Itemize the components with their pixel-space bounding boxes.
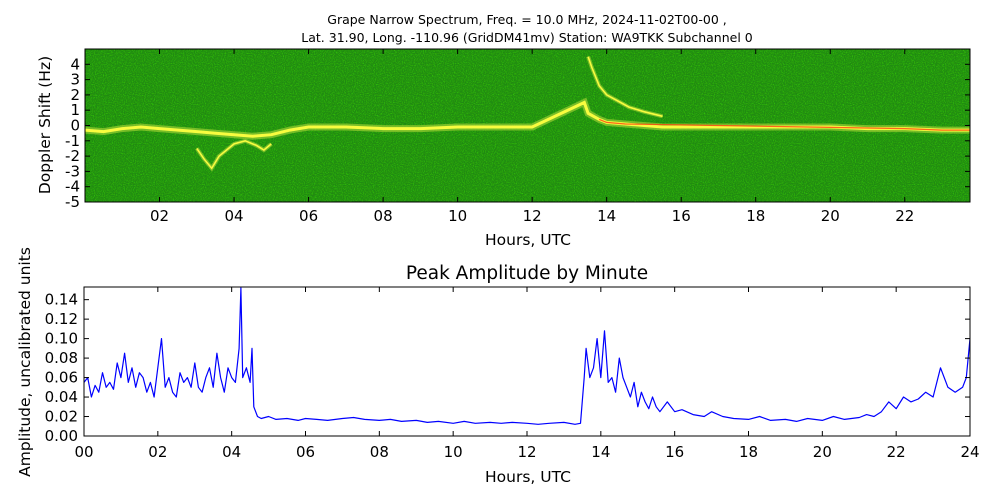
amplitude-x-tick-label: 00 xyxy=(74,443,93,461)
amplitude-x-tick-label: 20 xyxy=(813,443,832,461)
amplitude-x-tick-label: 18 xyxy=(739,443,758,461)
amplitude-plot-area xyxy=(84,287,970,436)
spectrogram-y-tick-label: -1 xyxy=(65,132,80,150)
spectrogram-y-axis-label: Doppler Shift (Hz) xyxy=(36,56,54,194)
figure-title-line-2: Lat. 31.90, Long. -110.96 (GridDM41mv) S… xyxy=(301,30,753,45)
amplitude-x-tick-label: 10 xyxy=(444,443,463,461)
amplitude-series-line xyxy=(84,287,970,425)
amplitude-y-tick-label: 0.14 xyxy=(45,291,78,309)
amplitude-x-axis-label: Hours, UTC xyxy=(485,468,571,486)
amplitude-x-tick-label: 04 xyxy=(222,443,241,461)
spectrogram-y-tick-label: 2 xyxy=(70,86,80,104)
amplitude-y-tick-label: 0.04 xyxy=(45,388,78,406)
amplitude-x-tick-label: 24 xyxy=(960,443,979,461)
amplitude-y-tick-label: 0.06 xyxy=(45,369,78,387)
spectrogram-x-tick-label: 10 xyxy=(448,207,467,225)
amplitude-y-tick-label: 0.10 xyxy=(45,330,78,348)
amplitude-chart-title: Peak Amplitude by Minute xyxy=(406,263,648,284)
spectrogram-trace xyxy=(587,56,663,118)
amplitude-y-tick-label: 0.02 xyxy=(45,408,78,426)
spectrogram-trace xyxy=(196,139,272,170)
amplitude-x-tick-label: 22 xyxy=(887,443,906,461)
spectrogram-x-tick-label: 06 xyxy=(299,207,318,225)
spectrogram-x-tick-label: 14 xyxy=(597,207,616,225)
amplitude-x-tick-label: 02 xyxy=(148,443,167,461)
amplitude-x-tick-label: 12 xyxy=(517,443,536,461)
spectrogram-y-tick-label: 1 xyxy=(70,101,80,119)
spectrogram-y-tick-label: 0 xyxy=(70,117,80,135)
spectrogram-y-tick-label: -3 xyxy=(65,162,80,180)
spectrogram-x-tick-label: 02 xyxy=(150,207,169,225)
amplitude-y-tick-label: 0.12 xyxy=(45,310,78,328)
spectrogram-x-tick-label: 16 xyxy=(672,207,691,225)
spectrogram-y-tick-label: 4 xyxy=(70,55,80,73)
spectrogram-y-tick-label: -4 xyxy=(65,178,80,196)
amplitude-x-tick-label: 06 xyxy=(296,443,315,461)
spectrogram-x-tick-label: 22 xyxy=(895,207,914,225)
spectrogram-y-tick-label: 3 xyxy=(70,71,80,89)
spectrogram-hot-trace xyxy=(598,118,970,131)
spectrogram-y-tick-label: -5 xyxy=(65,193,80,211)
spectrogram-x-axis-label: Hours, UTC xyxy=(485,231,571,249)
spectrogram-trace xyxy=(85,100,970,138)
spectrogram-x-tick-label: 12 xyxy=(523,207,542,225)
figure-title-line-1: Grape Narrow Spectrum, Freq. = 10.0 MHz,… xyxy=(327,12,726,27)
amplitude-y-tick-label: 0.00 xyxy=(45,427,78,445)
amplitude-x-tick-label: 16 xyxy=(665,443,684,461)
amplitude-x-tick-label: 14 xyxy=(591,443,610,461)
spectrogram-x-tick-label: 18 xyxy=(746,207,765,225)
spectrogram-x-tick-label: 04 xyxy=(225,207,244,225)
spectrogram-y-tick-label: -2 xyxy=(65,147,80,165)
amplitude-panel: Peak Amplitude by Minute 00 02 04 06 08 10 12 1… xyxy=(16,247,980,486)
amplitude-x-tick-label: 08 xyxy=(370,443,389,461)
amplitude-y-axis-label: Amplitude, uncalibrated units xyxy=(16,247,34,477)
spectrogram-x-tick-label: 08 xyxy=(374,207,393,225)
amplitude-y-tick-label: 0.08 xyxy=(45,349,78,367)
spectrogram-x-tick-label: 20 xyxy=(821,207,840,225)
